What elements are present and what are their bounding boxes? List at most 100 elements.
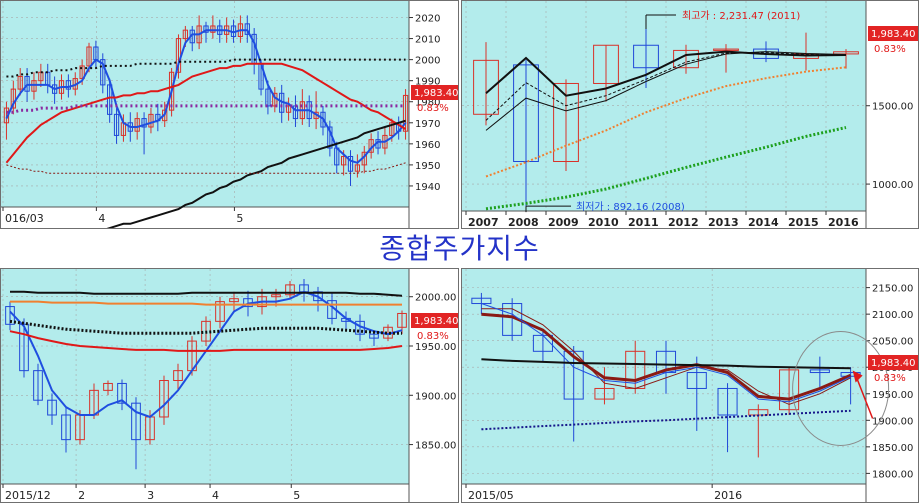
weekly-candle-body xyxy=(215,301,225,322)
monthly-candle-body xyxy=(686,372,707,389)
weekly-candle-body xyxy=(61,414,71,441)
daily-candle-body xyxy=(389,122,395,136)
yearly-x-tick-label: 2008 xyxy=(508,216,539,229)
daily-y-tick-label: 1940 xyxy=(415,182,440,193)
weekly-candle-body xyxy=(285,284,295,296)
monthly-price-label: 1,983.40 xyxy=(871,358,916,369)
main-title: 종합주가지수 xyxy=(379,232,540,265)
daily-series-line-red xyxy=(5,62,407,164)
yearly-candle-body xyxy=(473,59,499,115)
daily-y-tick-label: 1950 xyxy=(415,161,440,172)
weekly-y-tick-label: 1900.00 xyxy=(415,391,456,402)
monthly-series-line-black xyxy=(481,358,851,370)
weekly-x-tick-label: 2 xyxy=(78,489,85,502)
weekly-candle-body xyxy=(173,370,183,382)
monthly-x-tick-label: 2015/05 xyxy=(468,489,514,502)
monthly-y-tick-label: 2100.00 xyxy=(872,310,913,321)
daily-y-tick-label: 1970 xyxy=(415,119,440,130)
daily-candle-body xyxy=(265,88,271,107)
weekly-candle-body xyxy=(33,370,43,401)
daily-candle-body xyxy=(31,80,37,92)
yearly-candle-body xyxy=(713,48,739,51)
daily-candle-body xyxy=(168,71,175,111)
daily-x-tick-label: 016/03 xyxy=(5,212,44,225)
yearly-price-label-bg xyxy=(868,26,918,41)
yearly-x-tick-label: 2013 xyxy=(708,216,739,229)
yearly-x-tick-label: 2010 xyxy=(588,216,619,229)
weekly-series-line-orange xyxy=(10,300,402,306)
monthly-y-tick-label: 2050.00 xyxy=(872,337,913,348)
weekly-candle-body xyxy=(19,323,29,372)
monthly-y-tick-label: 1950.00 xyxy=(872,390,913,401)
weekly-series-line-black xyxy=(10,290,403,297)
weekly-chart-svg: 1850.00 1900.00 1950.00 2000.00 2015/12 2 3 4 5 1… xyxy=(1,269,458,502)
monthly-highlight-arrowhead xyxy=(852,370,863,383)
yearly-x-tick-label: 2016 xyxy=(828,216,859,229)
monthly-highlight-circle xyxy=(792,330,890,446)
daily-series-line-brown xyxy=(6,162,406,174)
weekly-candle-body xyxy=(47,399,57,416)
weekly-plot-area xyxy=(1,269,409,484)
monthly-y-tick-label: 1800.00 xyxy=(872,469,913,480)
daily-chart-panel: 1940 1950 1960 1970 1980 1990 2000 2010 2020 016/… xyxy=(0,0,459,229)
daily-y-tick-label: 1980 xyxy=(415,98,440,109)
yearly-series-line-black xyxy=(485,50,847,97)
daily-candle-body xyxy=(134,118,140,132)
daily-series-line-black xyxy=(6,58,406,78)
yearly-series-line-black xyxy=(485,51,847,131)
weekly-series-line-black xyxy=(9,319,402,335)
weekly-candle-body xyxy=(117,382,127,404)
monthly-series-line-navy xyxy=(481,409,851,431)
yearly-x-tick-label: 2009 xyxy=(548,216,579,229)
high-annotation-text: 최고가 : 2,231.47 (2011) xyxy=(682,10,800,22)
weekly-x-tick-label: 3 xyxy=(147,489,154,502)
weekly-y-tick-label: 1850.00 xyxy=(415,441,456,452)
daily-candle-body xyxy=(244,23,250,35)
monthly-candle-body xyxy=(779,369,800,411)
weekly-candle-body xyxy=(159,380,169,418)
monthly-chart-panel: 1800.001850.001900.001950.002000.002050.… xyxy=(461,268,919,503)
yearly-chart-panel: 1000.00 1500.00 2007 2008 2009 2010 2011 2012 20… xyxy=(461,0,919,229)
weekly-y-tick-label: 1950.00 xyxy=(415,342,456,353)
weekly-candle-body xyxy=(229,298,239,303)
daily-series-line-black xyxy=(106,119,406,228)
low-annotation-text: 최저가 : 892.16 (2008) xyxy=(576,201,685,213)
daily-y-tick-label: 2020 xyxy=(415,14,440,25)
daily-candle-body xyxy=(24,75,30,92)
yearly-y-tick-label: 1000.00 xyxy=(872,180,913,191)
monthly-chart-svg: 1800.001850.001900.001950.002000.002050.… xyxy=(462,269,918,502)
weekly-candle-body xyxy=(397,312,407,328)
monthly-price-label-bg xyxy=(868,355,918,370)
yearly-series-line-black xyxy=(485,52,847,121)
daily-candle-body xyxy=(354,164,361,172)
daily-y-tick-label: 1990 xyxy=(415,77,440,88)
weekly-candle-body xyxy=(131,402,141,441)
monthly-series-line-brown xyxy=(481,308,851,405)
yearly-change-label: 0.83% xyxy=(874,44,906,55)
yearly-candle-body xyxy=(553,82,579,162)
daily-series-line-purple xyxy=(6,104,406,114)
monthly-candle-body xyxy=(809,369,830,374)
daily-y-tick-label: 2000 xyxy=(415,56,440,67)
yearly-x-tick-label: 2011 xyxy=(628,216,659,229)
daily-price-label: 1,983.40 xyxy=(414,88,459,99)
monthly-candle-body xyxy=(717,387,738,416)
daily-series-line-blue xyxy=(5,29,407,164)
weekly-y-tick-label: 2000.00 xyxy=(415,293,456,304)
daily-candle-body xyxy=(113,113,120,136)
daily-chart-svg: 1940 1950 1960 1970 1980 1990 2000 2010 2020 016/… xyxy=(1,1,459,228)
yearly-candle-body xyxy=(593,44,619,84)
yearly-y-tick-label: 1500.00 xyxy=(872,102,913,113)
daily-candle-body xyxy=(148,113,154,128)
yearly-chart-svg: 1000.00 1500.00 2007 2008 2009 2010 2011 2012 20… xyxy=(462,1,918,229)
monthly-candle-body xyxy=(471,297,492,305)
yearly-candle-body xyxy=(633,44,659,69)
yearly-x-tick-label: 2012 xyxy=(668,216,699,229)
daily-candle-body xyxy=(320,111,326,128)
daily-candle-body xyxy=(10,88,16,109)
yearly-x-tick-label: 2014 xyxy=(748,216,779,229)
yearly-series-line-green xyxy=(485,126,847,211)
daily-candle-body xyxy=(65,80,72,90)
weekly-x-tick-label: 5 xyxy=(293,489,300,502)
weekly-candle-body xyxy=(103,382,113,391)
